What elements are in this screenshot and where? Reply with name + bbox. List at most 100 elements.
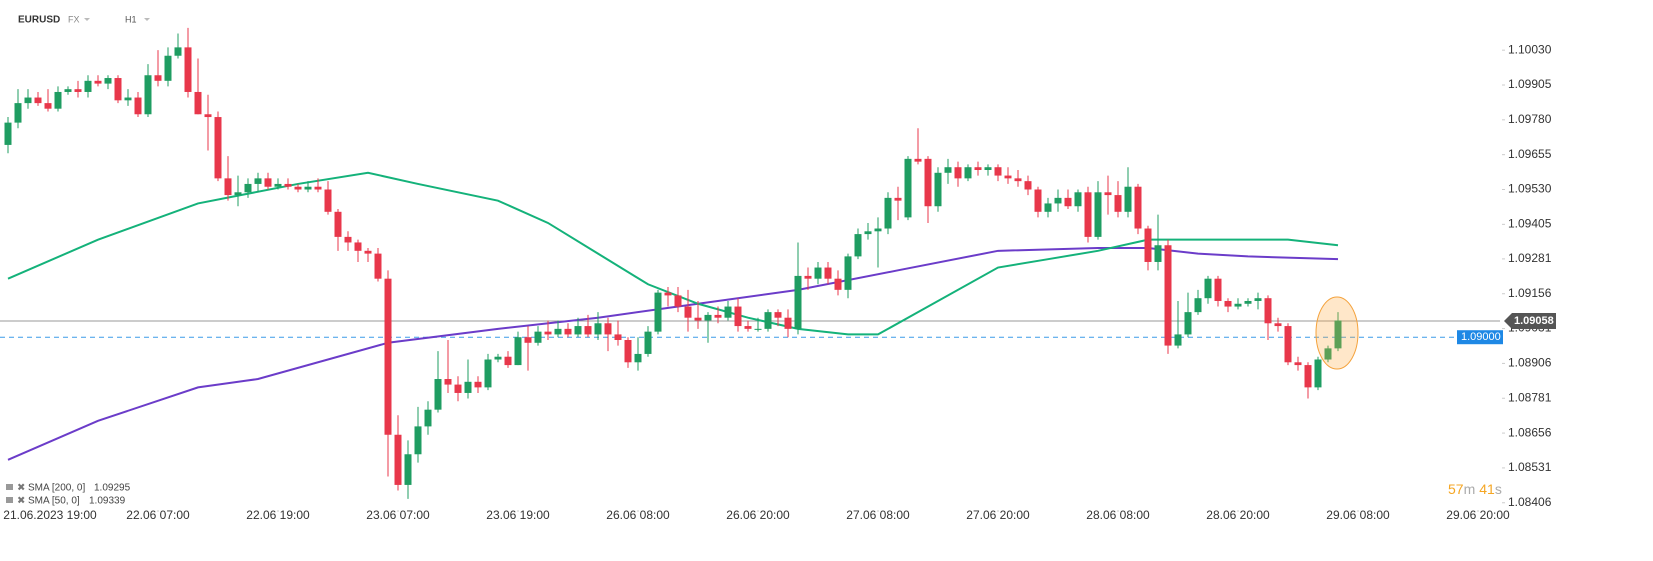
candle-body	[404, 454, 412, 485]
candle-body	[534, 331, 542, 343]
candle-body	[954, 167, 962, 179]
candle-body	[804, 275, 812, 279]
candle-body	[784, 317, 792, 329]
candle-body	[124, 97, 132, 101]
candle-body	[844, 256, 852, 290]
dropdown-arrow[interactable]	[144, 18, 150, 21]
legend-icon[interactable]	[6, 497, 13, 503]
interval[interactable]: H1	[125, 14, 137, 24]
candle-body	[584, 326, 592, 335]
legend-x[interactable]: ✖	[17, 496, 25, 507]
candle-body	[1294, 362, 1302, 366]
candle-body	[814, 267, 822, 279]
candle-body	[1194, 298, 1202, 313]
candle-body	[634, 353, 642, 363]
candle-body	[674, 295, 682, 307]
x-tick-label: 27.06 08:00	[846, 508, 910, 522]
candle-body	[354, 242, 362, 251]
candle-body	[1104, 192, 1112, 196]
candle-body	[1094, 192, 1102, 237]
candle-body	[1304, 365, 1312, 388]
dropdown-arrow[interactable]	[84, 18, 90, 21]
candle-body	[1124, 186, 1132, 212]
candle-body	[974, 167, 982, 170]
sma-line	[7, 247, 1339, 461]
candle-body	[154, 75, 162, 81]
candle-body	[654, 292, 662, 332]
candle-body	[434, 379, 442, 410]
candle-body	[984, 167, 992, 170]
x-tick-label: 21.06.2023 19:00	[3, 508, 97, 522]
x-tick-label: 28.06 08:00	[1086, 508, 1150, 522]
candle-body	[754, 328, 762, 330]
candle-body	[1324, 348, 1332, 360]
candle-body	[474, 381, 482, 388]
x-tick-label: 22.06 19:00	[246, 508, 310, 522]
candle-body	[74, 89, 82, 92]
candle-body	[304, 186, 312, 190]
candle-body	[284, 183, 292, 187]
candle-body	[594, 323, 602, 335]
candle-body	[1054, 197, 1062, 204]
candle-body	[1014, 178, 1022, 182]
candle-body	[254, 178, 262, 184]
candle-body	[1134, 186, 1142, 229]
candle-body	[664, 292, 672, 296]
level-box	[1457, 330, 1503, 345]
candle-body	[564, 328, 572, 335]
candle-body	[144, 75, 152, 115]
candle-body	[644, 331, 652, 354]
candle-body	[24, 97, 32, 104]
candle-body	[824, 267, 832, 279]
candle-body	[1314, 359, 1322, 388]
legend-value: 1.09295	[94, 483, 131, 494]
symbol[interactable]: EURUSD	[18, 15, 60, 26]
candle-body	[704, 314, 712, 321]
candle-body	[34, 97, 42, 104]
y-tick-label: 1.08906	[1508, 356, 1552, 370]
y-tick-label: 1.08531	[1508, 460, 1552, 474]
candle-body	[204, 114, 212, 118]
candle-body	[684, 306, 692, 318]
candle-body	[114, 78, 122, 101]
x-tick-label: 23.06 07:00	[366, 508, 430, 522]
candle-body	[1184, 312, 1192, 335]
legend-name: SMA [50, 0]	[28, 496, 80, 507]
candle-body	[344, 236, 352, 243]
legend-x[interactable]: ✖	[17, 483, 25, 494]
y-tick-label: 1.09905	[1508, 77, 1552, 91]
candle-body	[524, 337, 532, 343]
candle-body	[724, 306, 732, 318]
candle-body	[294, 186, 302, 190]
plot: 1.10030 1.09905 1.09780 1.09655 1.09530 1.094…	[0, 27, 1556, 522]
market[interactable]: FX	[68, 14, 80, 24]
candle-body	[874, 228, 882, 232]
candle-body	[44, 103, 52, 109]
candle-body	[604, 323, 612, 335]
candle-body	[1174, 334, 1182, 346]
candle-body	[764, 312, 772, 329]
candle-body	[1084, 192, 1092, 237]
candle-body	[504, 356, 512, 366]
candle-body	[394, 434, 402, 485]
candle-body	[194, 91, 202, 115]
candle-body	[1154, 245, 1162, 262]
y-tick-label: 1.08656	[1508, 425, 1552, 439]
y-tick-label: 1.09405	[1508, 217, 1552, 231]
candle-body	[1064, 197, 1072, 207]
candle-body	[454, 384, 462, 393]
legend-icon[interactable]	[6, 484, 13, 490]
candle-body	[574, 326, 582, 335]
candle-body	[934, 172, 942, 207]
candle-body	[794, 275, 802, 329]
timer-unit: s	[1495, 481, 1502, 497]
candle-body	[224, 178, 232, 196]
candle-body	[64, 89, 72, 92]
timer: 57m 41s	[1448, 481, 1502, 497]
candle-body	[244, 183, 252, 193]
y-tick-label: 1.09156	[1508, 286, 1552, 300]
sma-line	[7, 171, 1339, 336]
current-price-box	[1504, 313, 1556, 330]
